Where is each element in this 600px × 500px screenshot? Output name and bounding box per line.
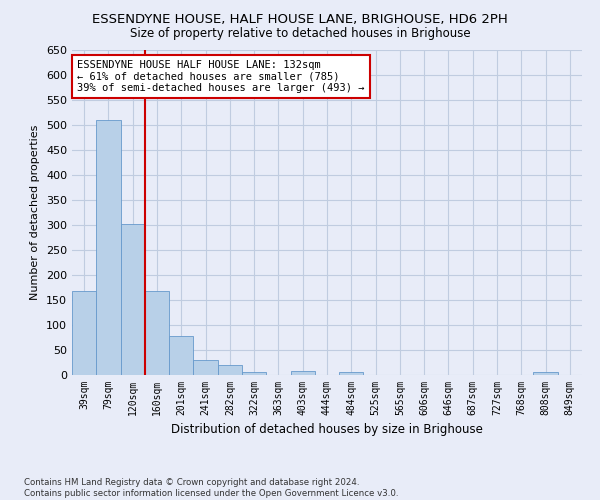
Bar [145, 290, 169, 375]
Text: Size of property relative to detached houses in Brighouse: Size of property relative to detached ho… [130, 28, 470, 40]
Text: ESSENDYNE HOUSE, HALF HOUSE LANE, BRIGHOUSE, HD6 2PH: ESSENDYNE HOUSE, HALF HOUSE LANE, BRIGHO… [92, 12, 508, 26]
Bar [72, 291, 96, 375]
Bar [218, 365, 242, 375]
Bar [242, 372, 266, 375]
Bar [96, 120, 121, 375]
Bar [121, 224, 145, 375]
Text: Contains HM Land Registry data © Crown copyright and database right 2024.
Contai: Contains HM Land Registry data © Crown c… [24, 478, 398, 498]
Bar [290, 371, 315, 375]
Bar [533, 372, 558, 375]
Bar [339, 372, 364, 375]
Text: ESSENDYNE HOUSE HALF HOUSE LANE: 132sqm
← 61% of detached houses are smaller (78: ESSENDYNE HOUSE HALF HOUSE LANE: 132sqm … [77, 60, 365, 93]
X-axis label: Distribution of detached houses by size in Brighouse: Distribution of detached houses by size … [171, 424, 483, 436]
Bar [169, 336, 193, 375]
Bar [193, 360, 218, 375]
Y-axis label: Number of detached properties: Number of detached properties [31, 125, 40, 300]
